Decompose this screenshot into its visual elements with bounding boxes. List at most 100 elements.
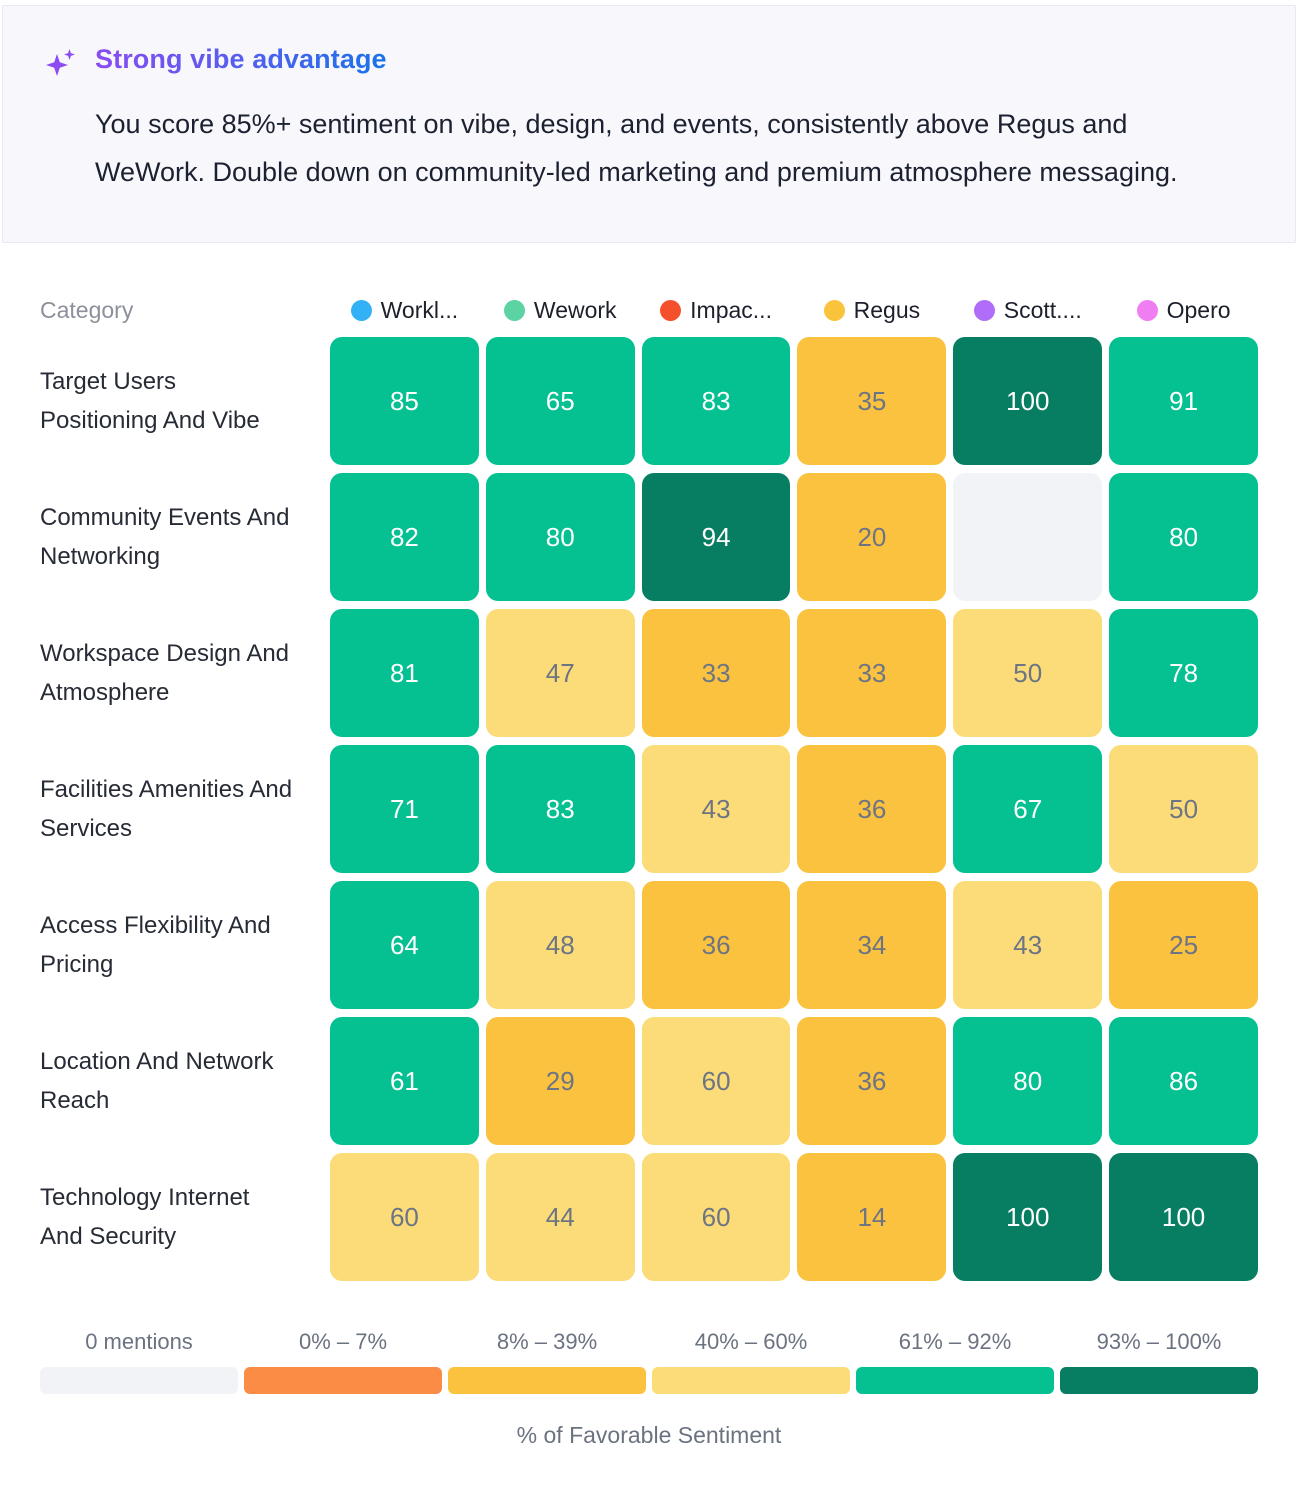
heatmap-cell[interactable]: 78 xyxy=(1109,609,1258,737)
series-legend-label: Wework xyxy=(533,297,617,323)
scale-bucket: 0% – 7% xyxy=(244,1329,442,1394)
heatmap-cell[interactable]: 83 xyxy=(485,745,635,873)
heatmap-cell[interactable]: 80 xyxy=(485,473,635,601)
heatmap-cell[interactable]: 47 xyxy=(485,609,635,737)
heatmap-row: Location And Network Reach 61 29 60 36 80 86 xyxy=(40,1017,1258,1145)
sparkles-icon xyxy=(46,49,75,76)
heatmap-cell[interactable]: 64 xyxy=(330,881,479,1009)
heatmap-cell[interactable]: 50 xyxy=(953,609,1103,737)
series-color-dot-icon xyxy=(660,300,682,321)
heatmap-cell[interactable]: 85 xyxy=(330,337,479,465)
scale-bucket-swatch xyxy=(856,1367,1054,1394)
scale-bucket-swatch xyxy=(244,1367,442,1394)
heatmap-cell[interactable]: 43 xyxy=(641,745,791,873)
series-color-dot-icon xyxy=(1136,300,1158,321)
series-color-dot-icon xyxy=(973,300,995,321)
color-scale-legend: 0 mentions 0% – 7% 8% – 39% 40% – 60% 61% – … xyxy=(40,1329,1258,1394)
scale-bucket-label: 0% – 7% xyxy=(298,1329,388,1354)
row-category-label: Community Events And Networking xyxy=(40,504,290,570)
heatmap-cell[interactable]: 61 xyxy=(330,1017,479,1145)
heatmap-cell[interactable]: 14 xyxy=(797,1153,947,1281)
heatmap-cell[interactable]: 60 xyxy=(330,1153,479,1281)
series-legend-label: Workl... xyxy=(380,297,459,323)
heatmap-cell[interactable]: 80 xyxy=(1109,473,1258,601)
row-category-label: Location And Network Reach xyxy=(40,1048,274,1114)
heatmap-grid: Target Users Positioning And Vibe 85 65 83 3… xyxy=(40,337,1258,1281)
heatmap-cell[interactable]: 82 xyxy=(330,473,479,601)
series-legend-item[interactable]: Regus xyxy=(797,297,946,324)
insight-title: Strong vibe advantage xyxy=(95,44,387,74)
heatmap-cell[interactable]: 36 xyxy=(797,1017,947,1145)
heatmap-cell[interactable]: 44 xyxy=(485,1153,635,1281)
heatmap-cell[interactable]: 33 xyxy=(641,609,791,737)
heatmap-cell[interactable]: 100 xyxy=(1109,1153,1258,1281)
heatmap-cell[interactable]: 67 xyxy=(953,745,1103,873)
heatmap-cell[interactable]: 91 xyxy=(1109,337,1258,465)
heatmap-row: Facilities Amenities And Services 71 83 43 3… xyxy=(40,745,1258,873)
heatmap-cell[interactable]: 25 xyxy=(1109,881,1258,1009)
heatmap-cell[interactable]: 29 xyxy=(485,1017,635,1145)
series-legend-item[interactable]: Wework xyxy=(486,297,635,324)
series-legend-item[interactable]: Impac... xyxy=(642,297,791,324)
row-category-label: Facilities Amenities And Services xyxy=(40,776,293,842)
series-legend-label: Regus xyxy=(853,297,921,323)
series-legend-label: Impac... xyxy=(690,297,772,323)
series-legend-item[interactable]: Opero xyxy=(1109,297,1258,324)
scale-bucket-label: 61% – 92% xyxy=(898,1329,1012,1354)
scale-bucket: 61% – 92% xyxy=(856,1329,1054,1394)
series-legend-label: Opero xyxy=(1166,297,1231,323)
insight-banner: Strong vibe advantage You score 85%+ sen… xyxy=(2,5,1296,243)
series-color-dot-icon xyxy=(503,300,525,321)
scale-bucket: 8% – 39% xyxy=(448,1329,646,1394)
heatmap-cell[interactable]: 35 xyxy=(797,337,947,465)
scale-bucket-swatch xyxy=(448,1367,646,1394)
series-legend-label: Scott.... xyxy=(1003,297,1082,323)
heatmap-cell[interactable]: 60 xyxy=(641,1017,791,1145)
heatmap-cell[interactable]: 33 xyxy=(797,609,947,737)
scale-bucket-label: 40% – 60% xyxy=(694,1329,808,1354)
series-legend-item[interactable]: Workl... xyxy=(330,297,479,324)
scale-bucket: 40% – 60% xyxy=(652,1329,850,1394)
scale-bucket-label: 93% – 100% xyxy=(1096,1329,1222,1354)
heatmap-cell[interactable]: 86 xyxy=(1109,1017,1258,1145)
row-category-label: Technology Internet And Security xyxy=(40,1184,250,1250)
heatmap-cell[interactable]: 20 xyxy=(797,473,947,601)
series-legend-item[interactable]: Scott.... xyxy=(953,297,1102,324)
scale-bucket-label: 8% – 39% xyxy=(496,1329,598,1354)
heatmap-cell-empty[interactable] xyxy=(953,473,1103,601)
heatmap-cell[interactable]: 81 xyxy=(330,609,479,737)
heatmap-cell[interactable]: 80 xyxy=(953,1017,1103,1145)
scale-bucket-swatch xyxy=(40,1367,238,1394)
x-axis-label: % of Favorable Sentiment xyxy=(516,1422,782,1448)
scale-bucket-swatch xyxy=(652,1367,850,1394)
heatmap-cell[interactable]: 94 xyxy=(641,473,791,601)
heatmap-cell[interactable]: 48 xyxy=(485,881,635,1009)
scale-bucket-swatch xyxy=(1060,1367,1258,1394)
row-category-label: Target Users Positioning And Vibe xyxy=(40,368,260,434)
insight-body: You score 85%+ sentiment on vibe, design… xyxy=(95,109,1178,187)
heatmap-row: Workspace Design And Atmosphere 81 47 33 33 5… xyxy=(40,609,1258,737)
series-color-dot-icon xyxy=(350,300,372,321)
heatmap-cell[interactable]: 71 xyxy=(330,745,479,873)
scale-bucket: 0 mentions xyxy=(40,1329,238,1394)
heatmap-cell[interactable]: 50 xyxy=(1109,745,1258,873)
scale-bucket-label: 0 mentions xyxy=(85,1329,193,1354)
heatmap-cell[interactable]: 65 xyxy=(485,337,635,465)
heatmap-cell[interactable]: 100 xyxy=(953,337,1103,465)
heatmap-legend-row: Category Workl... Wework Impac... Regus Scot… xyxy=(40,297,1258,324)
heatmap-cell[interactable]: 60 xyxy=(641,1153,791,1281)
heatmap-row: Access Flexibility And Pricing 64 48 36 34 43… xyxy=(40,881,1258,1009)
heatmap-row: Technology Internet And Security 60 44 60 14… xyxy=(40,1153,1258,1281)
category-column-header: Category xyxy=(40,297,134,323)
heatmap-cell[interactable]: 100 xyxy=(953,1153,1103,1281)
series-color-dot-icon xyxy=(823,300,845,321)
heatmap-cell[interactable]: 83 xyxy=(641,337,791,465)
heatmap-cell[interactable]: 36 xyxy=(797,745,947,873)
sentiment-heatmap: Category Workl... Wework Impac... Regus Scot… xyxy=(0,297,1298,1449)
heatmap-cell[interactable]: 36 xyxy=(641,881,791,1009)
row-category-label: Access Flexibility And Pricing xyxy=(40,912,271,978)
heatmap-cell[interactable]: 34 xyxy=(797,881,947,1009)
scale-bucket: 93% – 100% xyxy=(1060,1329,1258,1394)
heatmap-row: Target Users Positioning And Vibe 85 65 83 3… xyxy=(40,337,1258,465)
heatmap-cell[interactable]: 43 xyxy=(953,881,1103,1009)
